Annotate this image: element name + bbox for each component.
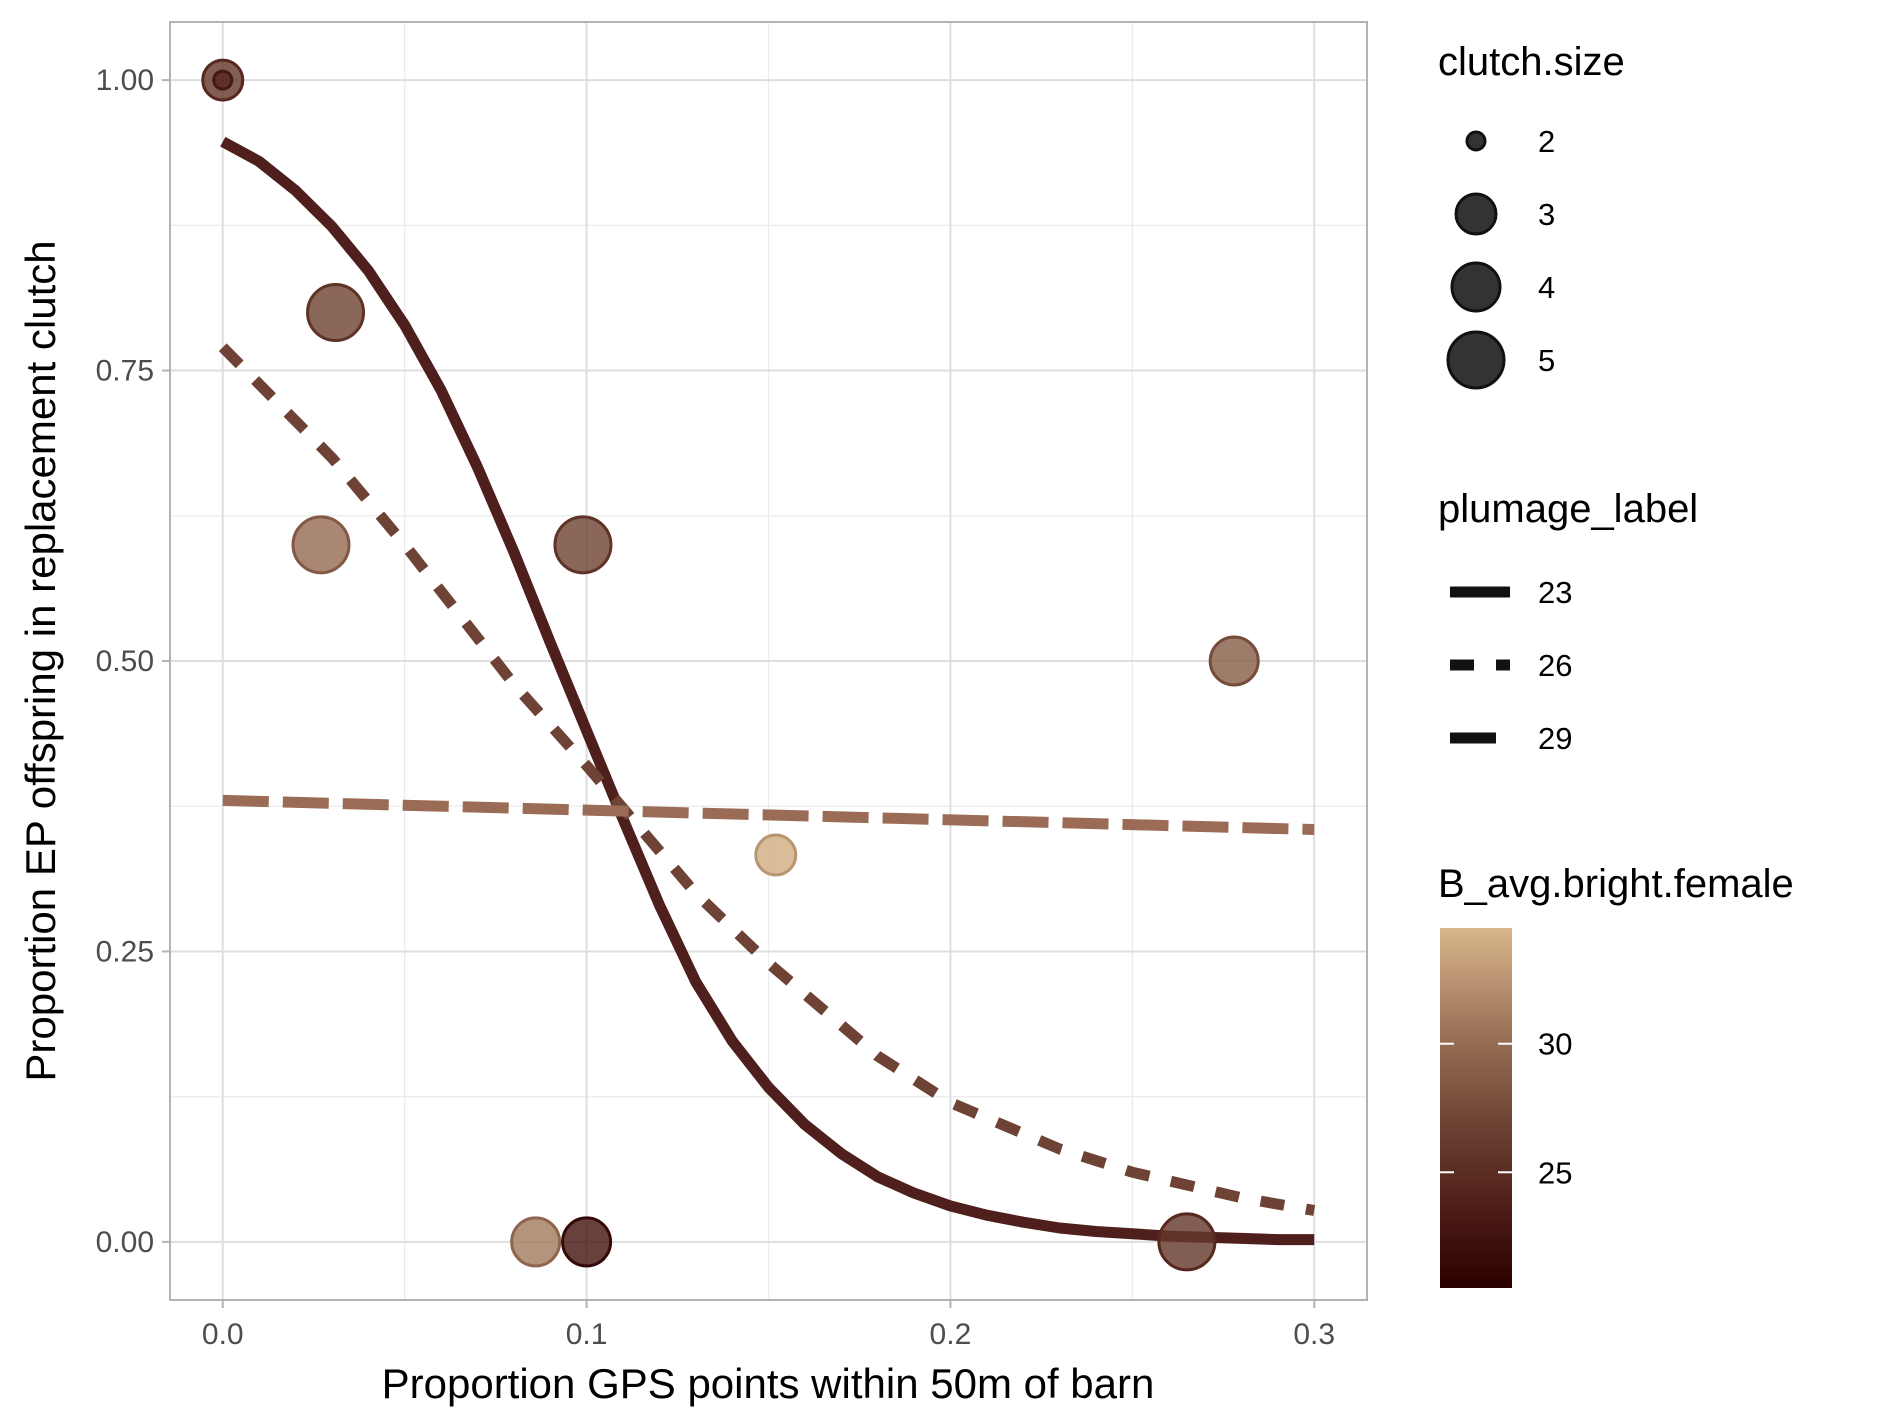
colorbar-tick-label: 30 xyxy=(1538,1027,1572,1062)
data-point xyxy=(291,515,351,575)
legend-size-key xyxy=(1465,130,1487,152)
data-points xyxy=(201,58,1260,1272)
legend-size-label: 4 xyxy=(1538,270,1555,305)
legend-line-label: 29 xyxy=(1538,721,1572,756)
data-point xyxy=(754,833,798,877)
legend-line-label: 26 xyxy=(1538,648,1572,683)
y-axis-tick-label: 1.00 xyxy=(96,64,154,97)
data-point xyxy=(553,515,613,575)
x-axis-tick-label: 0.1 xyxy=(566,1318,608,1351)
fitted-line-23 xyxy=(220,136,1315,1246)
axes: 0.0 0.1 0.2 0.3 0.00 0.25 0.50 0.75 1.00 xyxy=(96,64,1335,1351)
fitted-line-29 xyxy=(222,794,1315,835)
data-point xyxy=(1208,635,1260,687)
legend-line-label: 23 xyxy=(1538,575,1572,610)
x-axis-tick-label: 0.3 xyxy=(1293,1318,1335,1351)
grid xyxy=(170,22,1367,1300)
legend-size-label: 2 xyxy=(1538,124,1555,159)
x-axis-tick-label: 0.2 xyxy=(930,1318,972,1351)
y-axis-tick-label: 0.50 xyxy=(96,645,154,678)
legend-clutch-size: clutch.size 2 3 4 5 xyxy=(1438,40,1625,390)
fitted-lines xyxy=(218,136,1316,1246)
legend-size-key xyxy=(1446,330,1506,390)
data-point xyxy=(510,1216,562,1268)
legend-size-label: 5 xyxy=(1538,343,1555,378)
colorbar xyxy=(1440,928,1512,1288)
x-axis-tick-label: 0.0 xyxy=(202,1318,244,1351)
data-point xyxy=(1157,1212,1217,1272)
x-axis-title: Proportion GPS points within 50m of barn xyxy=(382,1360,1155,1407)
data-point xyxy=(306,282,366,342)
legend-size-label: 3 xyxy=(1538,197,1555,232)
legend-brightness: B_avg.bright.female 25 30 xyxy=(1438,862,1794,1288)
data-point xyxy=(561,1216,613,1268)
data-point xyxy=(212,69,234,91)
colorbar-tick-label: 25 xyxy=(1538,1155,1572,1190)
y-axis-tick-label: 0.25 xyxy=(96,935,154,968)
y-axis-tick-label: 0.00 xyxy=(96,1226,154,1259)
legend-plumage-label: plumage_label 23 26 29 xyxy=(1438,487,1698,756)
fitted-line-26 xyxy=(218,343,1316,1216)
legend-size-key xyxy=(1454,192,1498,236)
y-axis-title: Proportion EP offspring in replacement c… xyxy=(17,240,64,1081)
y-axis-tick-label: 0.75 xyxy=(96,355,154,388)
legend-size-key xyxy=(1450,261,1502,313)
legend-title-plumage-label: plumage_label xyxy=(1438,487,1698,531)
legend-title-clutch-size: clutch.size xyxy=(1438,40,1625,84)
legend-title-brightness: B_avg.bright.female xyxy=(1438,862,1794,906)
